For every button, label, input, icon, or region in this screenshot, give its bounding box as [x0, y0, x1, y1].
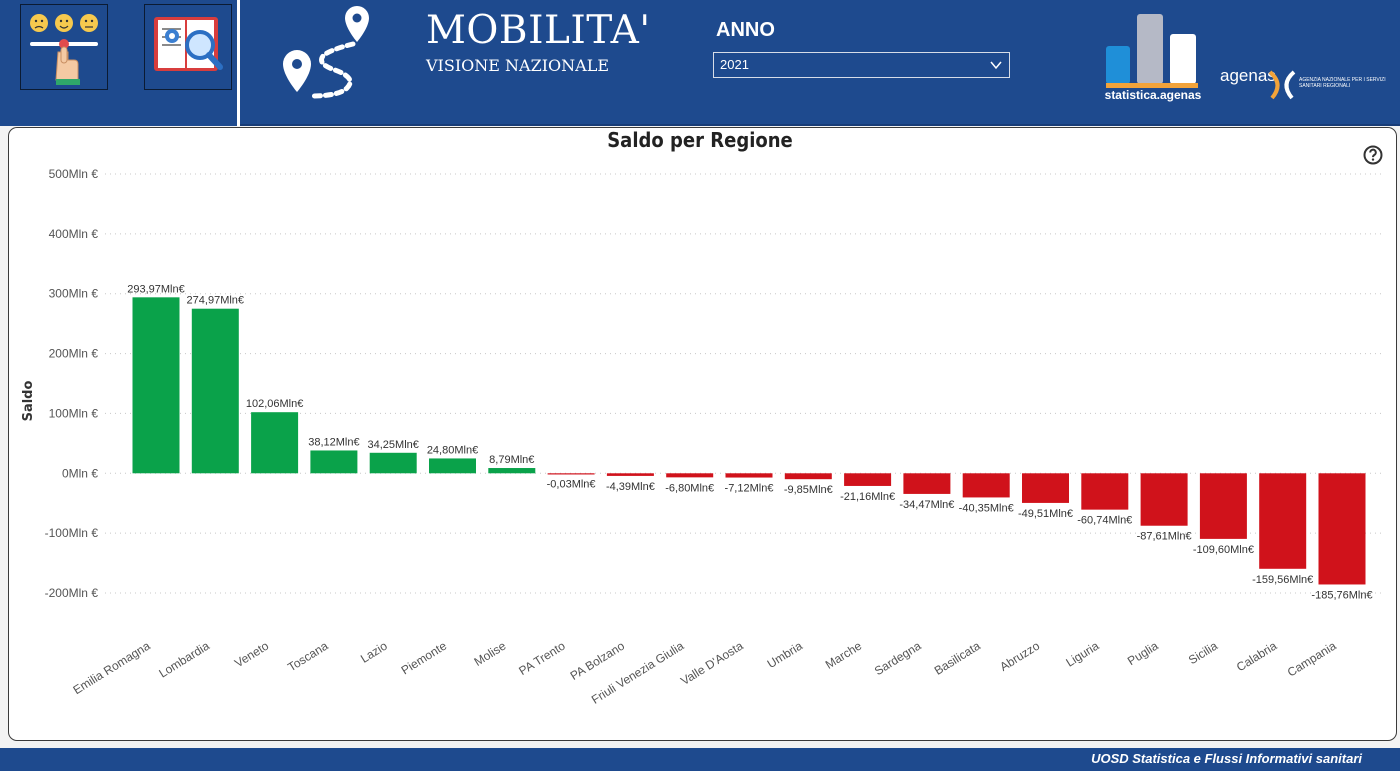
agenas-logo-text: agenas — [1220, 66, 1276, 85]
feedback-slider-icon — [30, 14, 98, 85]
nav-panel — [0, 0, 240, 126]
chart-title: Saldo per Regione — [607, 128, 793, 152]
bar[interactable] — [725, 473, 773, 478]
header-bar: MOBILITA' VISIONE NAZIONALE ANNO 2021 st… — [0, 0, 1400, 126]
bar[interactable] — [1140, 473, 1188, 526]
book-search-button[interactable] — [144, 4, 232, 90]
bar[interactable] — [547, 473, 595, 475]
footer-bar: UOSD Statistica e Flussi Informativi san… — [0, 748, 1400, 771]
statistica-logo-icon — [1106, 14, 1198, 88]
bar[interactable] — [666, 473, 714, 478]
bar[interactable] — [1318, 473, 1366, 585]
year-dropdown-value: 2021 — [720, 57, 749, 72]
bar[interactable] — [606, 473, 654, 476]
bar[interactable] — [369, 452, 417, 474]
bar[interactable] — [903, 473, 951, 494]
bar[interactable] — [191, 308, 239, 474]
year-filter-label: ANNO — [716, 19, 775, 41]
bar[interactable] — [488, 468, 536, 474]
agenas-logo-subtext: AGENZIA NAZIONALE PER I SERVIZI SANITARI… — [1299, 77, 1386, 89]
year-dropdown[interactable]: 2021 — [713, 52, 1010, 78]
bar[interactable] — [962, 473, 1010, 498]
help-icon[interactable] — [1363, 145, 1383, 165]
bar[interactable] — [844, 473, 892, 486]
footer-text: UOSD Statistica e Flussi Informativi san… — [1091, 751, 1362, 766]
page-title: MOBILITA' — [426, 8, 651, 53]
bar[interactable] — [132, 297, 180, 474]
bar[interactable] — [1081, 473, 1129, 510]
bar[interactable] — [1259, 473, 1307, 569]
agenas-logo-icon — [1268, 70, 1296, 100]
route-map-icon — [283, 6, 369, 99]
chevron-down-icon — [990, 61, 1002, 70]
book-search-icon — [154, 17, 223, 71]
page-subtitle: VISIONE NAZIONALE — [426, 56, 610, 75]
chart-card — [8, 127, 1397, 741]
statistica-logo-text: statistica.agenas — [1104, 88, 1202, 102]
bar[interactable] — [1022, 473, 1069, 503]
bar[interactable] — [784, 473, 832, 480]
bar[interactable] — [429, 458, 476, 474]
bar[interactable] — [310, 450, 358, 474]
bar[interactable] — [1199, 473, 1247, 539]
bar[interactable] — [251, 412, 299, 474]
feedback-slider-button[interactable] — [20, 4, 108, 90]
